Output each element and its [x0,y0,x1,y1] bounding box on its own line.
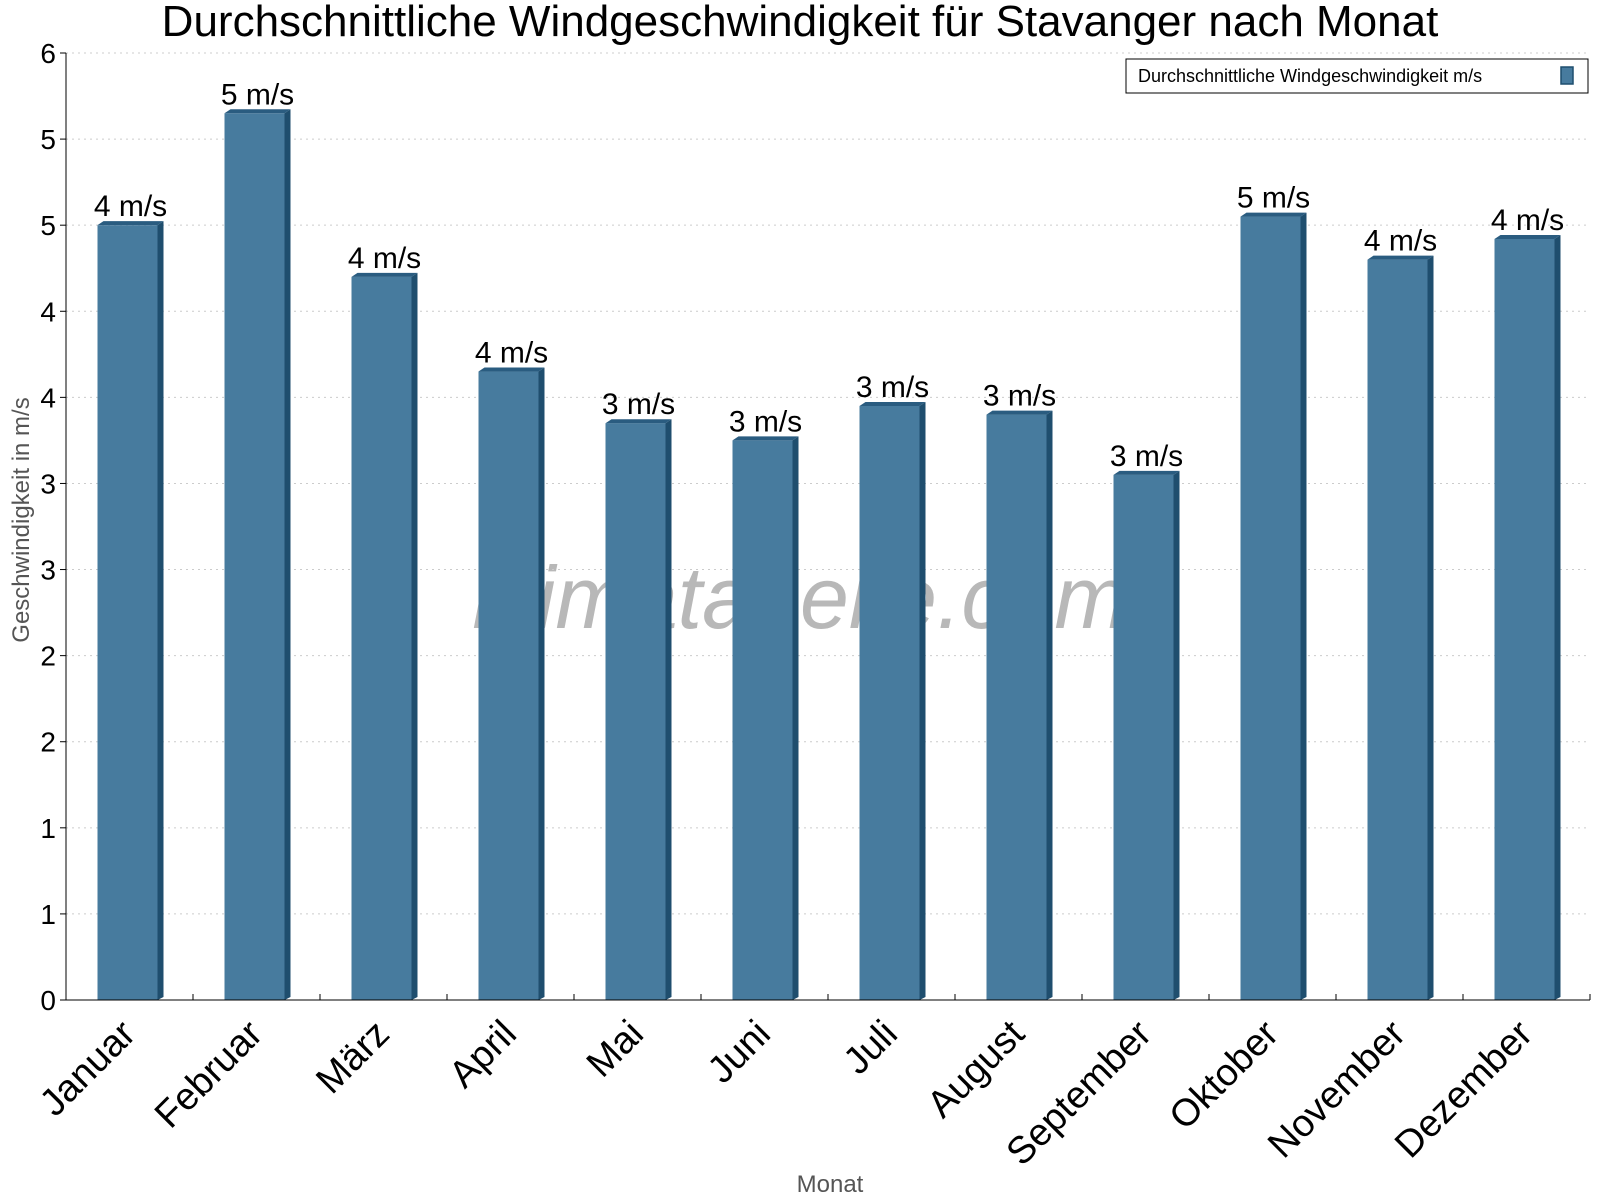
bar [1367,259,1428,1001]
bar-top [1494,234,1561,239]
bar-top [97,221,164,226]
legend-box [1125,58,1589,94]
bars-group: 4 m/s 5 m/s 4 m/s 4 m/s 3 m/s 3 m/s 3 m/s 3 m/s… [94,78,1564,1001]
y-tick-label: 3 [40,468,56,499]
x-tick-label: Oktober [1162,1012,1288,1138]
y-tick-label: 3 [40,555,56,586]
y-tick-label: 4 [40,382,56,413]
bar-side [1173,470,1180,1000]
legend-swatch [1560,66,1574,85]
bar-side [792,436,799,1001]
y-tick-label: 4 [40,296,56,327]
x-tick-labels: Januar Februar März April Mai Juni Juli AugustS… [32,994,1591,1174]
bar-top [605,419,672,424]
bar-value-label: 3 m/s [1110,440,1183,473]
y-axis-title: Geschwindigkeit in m/s [8,397,35,642]
y-tick-labels: 0 1 1 2 2 3 3 4 4 5 5 6 [40,38,66,1016]
bar-value-label: 4 m/s [348,242,421,275]
bar-top [1113,470,1180,475]
x-tick-label: November [1260,1012,1414,1166]
bar [478,371,539,1000]
bar [1240,216,1301,1000]
x-tick-label: Juli [836,1013,906,1083]
y-tick-label: 1 [40,813,56,844]
bar-value-label: 3 m/s [856,371,929,404]
x-tick-label: April [441,1013,524,1096]
bar-side [1046,410,1053,1001]
bar [1113,474,1174,1000]
x-tick-label: März [308,1013,397,1102]
grid-lines [66,52,1590,915]
legend-label: Durchschnittliche Windgeschwindigkeit m/… [1138,66,1482,86]
y-tick-label: 6 [40,38,56,69]
x-tick-label: Dezember [1387,1012,1541,1166]
x-tick-label: Februar [147,1012,271,1136]
bar-side [1554,234,1561,1000]
y-tick-label: 1 [40,899,56,930]
x-axis-title: Monat [797,1171,864,1198]
bar-side [284,109,291,1001]
x-tick-label: Juni [700,1013,779,1092]
bar-top [224,109,291,114]
bar [732,440,793,1001]
y-tick-label: 0 [40,985,56,1016]
bar-top [478,367,545,372]
bar [859,405,920,1000]
axes [65,53,1590,1001]
x-tick-label: Januar [32,1012,144,1124]
legend: Durchschnittliche Windgeschwindigkeit m/… [1125,58,1589,94]
bar [97,225,158,1000]
bar-side [665,419,672,1000]
bar [605,423,666,1000]
y-tick-label: 5 [40,210,56,241]
bar-top [351,272,418,277]
bar-top [1240,212,1307,217]
bar-value-label: 3 m/s [983,380,1056,413]
bar [351,276,412,1000]
bar-top [1367,255,1434,260]
bar-side [411,272,418,1000]
x-tick-label: Mai [579,1013,652,1086]
bar-side [1300,212,1307,1000]
bar [224,113,285,1001]
bar-side [538,367,545,1000]
bar-value-label: 5 m/s [221,78,294,111]
y-tick-label: 2 [40,641,56,672]
bar-value-label: 3 m/s [602,388,675,421]
bar-side [157,221,164,1000]
bar [1494,238,1555,1000]
bar-value-label: 5 m/s [1237,182,1310,215]
y-tick-label: 5 [40,124,56,155]
bar-top [732,436,799,441]
bar-top [859,401,926,406]
bar-value-label: 4 m/s [475,337,548,370]
bar-value-label: 4 m/s [1364,225,1437,258]
bar-value-label: 4 m/s [1491,204,1564,237]
bar-value-label: 4 m/s [94,190,167,223]
chart-title: Durchschnittliche Windgeschwindigkeit fü… [162,0,1439,46]
bar-top [986,410,1053,415]
bar-value-label: 3 m/s [729,405,802,438]
x-tick-label: August [920,1012,1034,1126]
bar-side [919,401,926,1000]
y-tick-label: 2 [40,727,56,758]
bar [986,414,1047,1001]
bar-side [1427,255,1434,1001]
